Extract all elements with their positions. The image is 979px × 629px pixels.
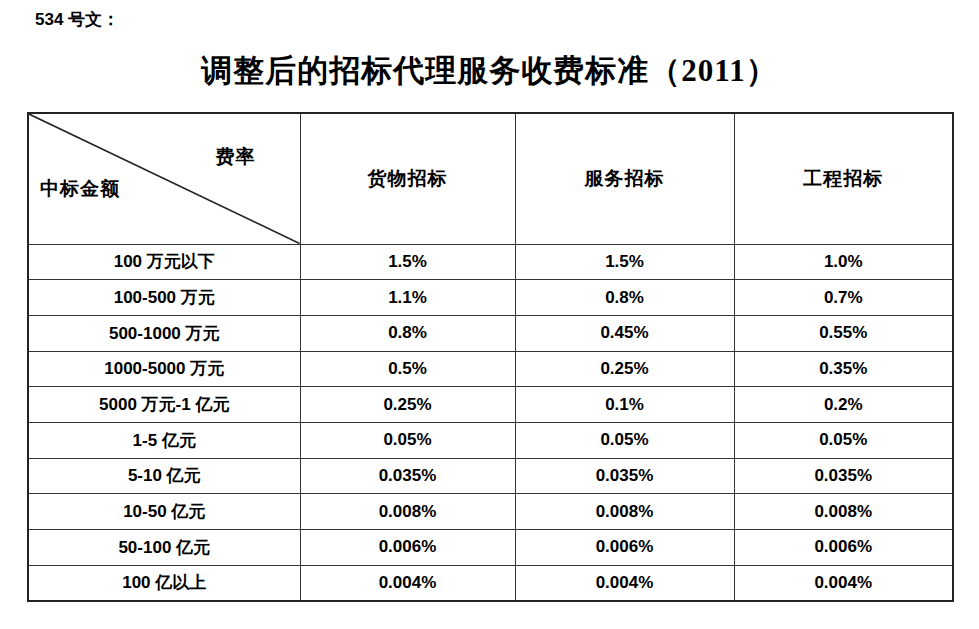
rate-cell: 0.2%: [734, 387, 953, 423]
rate-cell: 0.05%: [734, 422, 953, 458]
table-corner-cell: 费率 中标金额: [28, 113, 300, 244]
table-row: 100 万元以下 1.5% 1.5% 1.0%: [28, 244, 953, 280]
row-label: 5-10 亿元: [28, 458, 300, 494]
document-number-label: 534 号文：: [35, 8, 119, 31]
table-row: 1000-5000 万元 0.5% 0.25% 0.35%: [28, 351, 953, 387]
rate-cell: 1.5%: [515, 244, 734, 280]
table-row: 50-100 亿元 0.006% 0.006% 0.006%: [28, 530, 953, 566]
row-label: 5000 万元-1 亿元: [28, 387, 300, 423]
rate-cell: 0.35%: [734, 351, 953, 387]
rate-cell: 1.0%: [734, 244, 953, 280]
rate-cell: 0.1%: [515, 387, 734, 423]
rate-cell: 0.035%: [300, 458, 515, 494]
rate-cell: 0.035%: [515, 458, 734, 494]
column-header-services: 服务招标: [515, 113, 734, 244]
corner-amount-label: 中标金额: [40, 176, 120, 202]
row-label: 100 亿以上: [28, 565, 300, 601]
table-row: 10-50 亿元 0.008% 0.008% 0.008%: [28, 494, 953, 530]
table-row: 1-5 亿元 0.05% 0.05% 0.05%: [28, 422, 953, 458]
row-label: 1-5 亿元: [28, 422, 300, 458]
row-label: 10-50 亿元: [28, 494, 300, 530]
corner-rate-label: 费率: [216, 144, 256, 170]
rate-cell: 0.008%: [515, 494, 734, 530]
rate-cell: 0.006%: [734, 530, 953, 566]
rate-cell: 0.8%: [515, 280, 734, 316]
table-row: 5-10 亿元 0.035% 0.035% 0.035%: [28, 458, 953, 494]
table-row: 500-1000 万元 0.8% 0.45% 0.55%: [28, 315, 953, 351]
rate-cell: 0.006%: [300, 530, 515, 566]
rate-cell: 0.004%: [734, 565, 953, 601]
rate-cell: 0.05%: [515, 422, 734, 458]
rate-cell: 0.006%: [515, 530, 734, 566]
fee-rate-table: 费率 中标金额 货物招标 服务招标 工程招标 100 万元以下 1.5% 1.5…: [27, 112, 954, 602]
row-label: 1000-5000 万元: [28, 351, 300, 387]
table-row: 100-500 万元 1.1% 0.8% 0.7%: [28, 280, 953, 316]
table-header-row: 费率 中标金额 货物招标 服务招标 工程招标: [28, 113, 953, 244]
row-label: 50-100 亿元: [28, 530, 300, 566]
rate-cell: 0.5%: [300, 351, 515, 387]
row-label: 100-500 万元: [28, 280, 300, 316]
column-header-goods: 货物招标: [300, 113, 515, 244]
rate-cell: 0.035%: [734, 458, 953, 494]
table-row: 100 亿以上 0.004% 0.004% 0.004%: [28, 565, 953, 601]
rate-cell: 0.008%: [300, 494, 515, 530]
rate-cell: 1.1%: [300, 280, 515, 316]
rate-cell: 0.25%: [515, 351, 734, 387]
rate-cell: 0.55%: [734, 315, 953, 351]
rate-cell: 0.7%: [734, 280, 953, 316]
rate-cell: 0.008%: [734, 494, 953, 530]
rate-cell: 1.5%: [300, 244, 515, 280]
row-label: 500-1000 万元: [28, 315, 300, 351]
column-header-engineering: 工程招标: [734, 113, 953, 244]
rate-cell: 0.25%: [300, 387, 515, 423]
rate-cell: 0.8%: [300, 315, 515, 351]
rate-cell: 0.004%: [515, 565, 734, 601]
table-row: 5000 万元-1 亿元 0.25% 0.1% 0.2%: [28, 387, 953, 423]
row-label: 100 万元以下: [28, 244, 300, 280]
rate-cell: 0.05%: [300, 422, 515, 458]
page-title: 调整后的招标代理服务收费标准（2011）: [0, 50, 979, 92]
rate-cell: 0.45%: [515, 315, 734, 351]
rate-cell: 0.004%: [300, 565, 515, 601]
